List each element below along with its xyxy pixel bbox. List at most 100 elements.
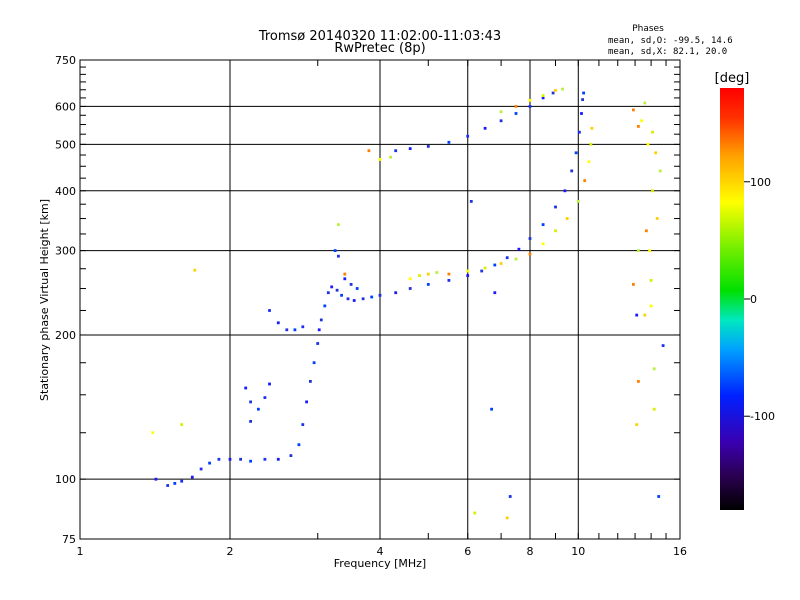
o-mode-point xyxy=(352,299,356,302)
x-mode-point xyxy=(483,266,487,270)
o-mode-point xyxy=(361,297,365,301)
x-mode-point xyxy=(554,89,557,92)
x-mode-point xyxy=(589,142,593,146)
colorbar-gradient xyxy=(720,88,744,510)
o-mode-point xyxy=(335,288,339,292)
chart-subtitle: RwPretec (8p) xyxy=(334,41,425,56)
x-mode-point xyxy=(640,119,643,123)
o-mode-point xyxy=(378,293,382,297)
o-mode-point xyxy=(173,482,177,485)
o-mode-point xyxy=(333,249,337,252)
x-tick-label: 10 xyxy=(571,545,585,558)
o-mode-point xyxy=(312,361,316,365)
x-mode-point xyxy=(499,110,503,114)
o-mode-point xyxy=(268,309,271,312)
o-mode-point xyxy=(466,274,470,277)
o-mode-point xyxy=(581,98,584,101)
x-mode-point xyxy=(343,272,347,276)
o-mode-point xyxy=(426,145,430,148)
o-mode-point xyxy=(408,147,412,150)
o-mode-point xyxy=(217,457,221,461)
o-mode-point xyxy=(490,407,493,411)
o-mode-point xyxy=(301,423,305,426)
y-tick-label: 400 xyxy=(55,185,76,198)
o-mode-point xyxy=(447,140,451,144)
o-mode-point xyxy=(499,119,503,123)
o-mode-point xyxy=(493,291,497,295)
x-mode-point xyxy=(637,249,640,252)
x-tick-label: 6 xyxy=(464,545,471,558)
x-mode-point xyxy=(658,169,662,173)
x-mode-point xyxy=(447,272,451,276)
x-mode-point xyxy=(435,271,439,274)
plot-area xyxy=(79,59,681,540)
x-mode-point xyxy=(587,160,591,164)
x-mode-point xyxy=(473,511,477,515)
x-mode-point xyxy=(632,283,635,286)
x-mode-point xyxy=(637,125,640,128)
x-mode-point xyxy=(426,272,430,276)
x-mode-point xyxy=(632,108,635,112)
x-tick-label: 4 xyxy=(377,545,384,558)
axis-ticks xyxy=(79,59,681,540)
x-mode-point xyxy=(541,94,545,97)
o-mode-point xyxy=(517,247,521,251)
o-mode-point xyxy=(493,263,497,267)
x-tick-label: 8 xyxy=(527,545,534,558)
y-tick-label: 750 xyxy=(55,54,76,67)
o-mode-point xyxy=(528,105,532,108)
x-mode-point xyxy=(378,158,382,161)
o-mode-point xyxy=(426,283,430,286)
x-mode-point xyxy=(499,262,503,265)
x-mode-point xyxy=(561,87,564,91)
o-mode-point xyxy=(337,254,340,258)
o-mode-point xyxy=(661,344,665,347)
x-mode-point xyxy=(646,142,650,146)
colorbar-ticks: 100 0 -100 xyxy=(744,176,775,423)
x-mode-point xyxy=(541,242,545,246)
o-mode-point xyxy=(578,130,581,134)
x-mode-point xyxy=(151,431,155,435)
x-mode-point xyxy=(590,126,594,130)
o-mode-point xyxy=(276,457,280,461)
x-mode-point xyxy=(643,101,647,105)
x-mode-point xyxy=(652,367,656,371)
phases-line-o: mean, sd,O: -99.5, 14.6 xyxy=(608,36,733,46)
o-mode-point xyxy=(305,400,308,404)
x-mode-point xyxy=(649,304,653,308)
y-tick-label: 500 xyxy=(55,138,76,151)
o-mode-point xyxy=(514,112,518,115)
x-mode-point xyxy=(654,151,658,155)
o-mode-point xyxy=(289,454,293,457)
x-tick-label: 1 xyxy=(77,545,84,558)
phases-title: Phases xyxy=(632,24,664,34)
colorbar-label: [deg] xyxy=(715,71,750,86)
o-mode-point xyxy=(244,386,248,390)
x-tick-label: 16 xyxy=(673,545,687,558)
o-mode-point xyxy=(505,256,509,260)
phases-line-x: mean, sd,X: 82.1, 20.0 xyxy=(608,47,727,57)
o-mode-point xyxy=(293,328,297,332)
o-mode-point xyxy=(316,342,320,345)
o-mode-point xyxy=(551,91,555,95)
y-tick-labels: 75 100 200 300 400 500 600 750 xyxy=(55,54,76,546)
o-mode-point xyxy=(408,287,412,290)
o-mode-point xyxy=(268,382,271,386)
o-mode-point xyxy=(323,304,327,308)
o-mode-point xyxy=(319,318,323,322)
o-mode-point xyxy=(635,313,639,317)
o-mode-point xyxy=(180,479,184,483)
x-mode-point xyxy=(645,229,648,233)
o-mode-point xyxy=(541,223,545,226)
o-mode-point xyxy=(570,169,574,173)
o-mode-point xyxy=(249,459,252,463)
colorbar-tick-label: -100 xyxy=(750,410,775,423)
x-mode-point xyxy=(180,423,184,426)
x-tick-label: 2 xyxy=(227,545,234,558)
x-mode-point xyxy=(367,149,371,153)
o-mode-point xyxy=(346,297,350,301)
o-mode-point xyxy=(301,325,305,329)
o-mode-point xyxy=(469,200,473,203)
x-mode-point xyxy=(193,268,197,272)
